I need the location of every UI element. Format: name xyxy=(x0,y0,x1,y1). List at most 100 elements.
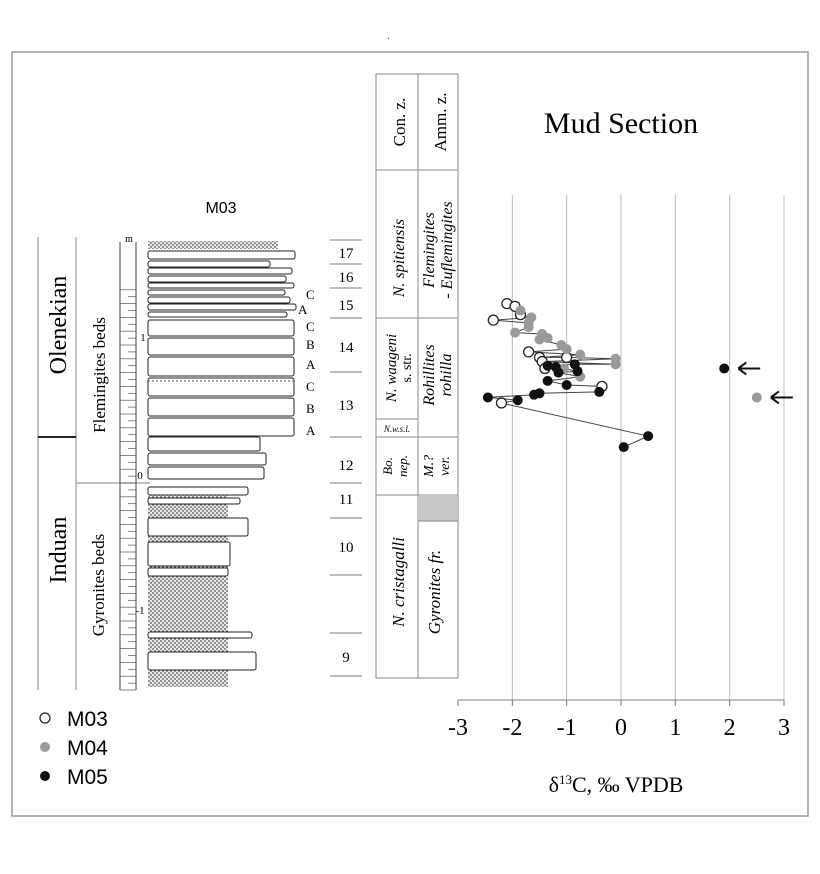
scale-label-minus1: -1 xyxy=(135,605,144,617)
stray-mark: · xyxy=(387,34,390,45)
x-axis-ticks: -3 -2 -1 0 1 2 3 xyxy=(448,700,790,741)
data-point-m05 xyxy=(542,375,553,386)
data-point-m05 xyxy=(542,360,553,371)
shale-interval-top xyxy=(148,241,278,249)
data-point-m04 xyxy=(534,334,545,345)
ammonoid-zone-euflemingites: - Euflemingites xyxy=(439,201,456,298)
limestone-bed xyxy=(147,275,287,283)
conodont-zone-waageni: N. waageni xyxy=(384,334,400,403)
conodont-zone-waageni-ss: s. str. xyxy=(400,353,415,382)
scale-ticks xyxy=(120,289,136,691)
column-title: M03 xyxy=(205,200,236,217)
data-point-m05 xyxy=(529,389,540,400)
limestone-bed xyxy=(147,337,295,356)
data-point-m05 xyxy=(553,367,564,378)
limestone-bed xyxy=(147,567,229,577)
data-point-m03 xyxy=(487,314,499,326)
ammonoid-zone-gyronites: Gyronites fr. xyxy=(425,550,444,634)
bed-letter: A xyxy=(306,357,316,372)
limestone-bed xyxy=(147,517,249,537)
bed-numbers: 17 16 15 14 13 12 11 10 9 xyxy=(330,239,362,677)
conodont-zone-nep: nep. xyxy=(395,455,410,477)
limestone-bed xyxy=(147,377,295,397)
bed-letter: A xyxy=(298,302,308,317)
data-point-m04 xyxy=(510,327,521,338)
legend-label-m05: M05 xyxy=(67,766,108,789)
legend-label-m04: M04 xyxy=(67,737,108,760)
bed-number: 16 xyxy=(339,270,355,286)
stratigraphy-columns: Olenekian Induan Flemingites beds Gyroni… xyxy=(37,237,150,690)
data-point-m04 xyxy=(575,349,586,360)
data-point-m05 xyxy=(618,442,629,453)
limestone-bed xyxy=(147,296,291,304)
x-tick-label: 0 xyxy=(615,715,627,741)
limestone-beds xyxy=(147,250,297,671)
bed-letter: C xyxy=(306,379,315,394)
x-tick-label: -2 xyxy=(502,715,522,741)
stage-induan: Induan xyxy=(46,517,72,584)
bed-number: 11 xyxy=(339,492,353,508)
out-of-range-arrows xyxy=(737,361,793,405)
conodont-zone-bo: Bo. xyxy=(380,457,395,475)
scale-label-1: 1 xyxy=(140,332,146,344)
ammonoid-zone-flemingites: Flemingites xyxy=(421,212,438,289)
legend-marker-m05 xyxy=(40,771,50,781)
figure-frame xyxy=(11,51,809,817)
bed-number: 12 xyxy=(339,458,354,474)
limestone-bed xyxy=(147,497,241,505)
limestone-bed xyxy=(147,282,295,289)
legend-marker-m04 xyxy=(40,742,50,752)
conodont-zone-cristagalli: N. cristagalli xyxy=(389,537,408,628)
bed-number: 13 xyxy=(339,398,354,414)
limestone-bed xyxy=(147,631,253,639)
limestone-bed xyxy=(147,356,295,377)
data-point-m03 xyxy=(495,397,508,409)
ammonoid-zone-rohilla: rohilla xyxy=(438,354,455,397)
outlier-arrow xyxy=(770,390,793,405)
x-tick-label: 3 xyxy=(778,715,790,741)
data-point-m04 xyxy=(523,322,534,333)
ammonoid-zone-rohillites: Rohillites xyxy=(421,344,438,406)
ammonoid-zone-ver: ver. xyxy=(438,456,453,476)
amm-zone-header: Amm. z. xyxy=(431,92,450,151)
legend-marker-m03 xyxy=(39,712,51,724)
bed-letters: C A C B A C B A xyxy=(298,287,316,438)
data-point-m04 xyxy=(542,333,553,344)
limestone-bed xyxy=(147,397,295,417)
bed-letter: C xyxy=(306,319,315,334)
data-point-m05 xyxy=(561,380,572,391)
bed-letter: C xyxy=(306,287,315,302)
limestone-bed xyxy=(147,289,286,296)
con-zone-header: Con. z. xyxy=(390,98,409,147)
scale-label-0: 0 xyxy=(137,470,143,482)
limestone-bed xyxy=(147,267,293,275)
x-tick-label: -1 xyxy=(557,715,577,741)
limestone-bed xyxy=(147,436,261,452)
x-tick-label: 2 xyxy=(724,715,736,741)
limestone-bed xyxy=(147,486,249,496)
data-point-m04 xyxy=(561,344,572,355)
bed-letter: B xyxy=(306,401,315,416)
chart-title: Mud Section xyxy=(544,107,698,140)
data-point-m04 xyxy=(751,392,762,403)
bed-number: 17 xyxy=(339,246,355,262)
x-tick-label: -3 xyxy=(448,715,468,741)
data-point-m04 xyxy=(610,359,621,370)
bed-number: 14 xyxy=(339,340,355,356)
limestone-bed xyxy=(147,651,257,671)
x-axis-label: δ13C, ‰ VPDB xyxy=(549,772,684,797)
data-point-m05 xyxy=(482,392,493,403)
legend: M03 M04 M05 xyxy=(39,708,108,789)
data-points xyxy=(482,297,762,453)
ammonoid-zone-m: M.? xyxy=(422,455,437,478)
limestone-bed xyxy=(147,452,267,466)
data-point-m04 xyxy=(515,305,526,316)
biozone-columns: Con. z. Amm. z. N. spitiensis N. waageni… xyxy=(375,73,459,679)
data-point-m03 xyxy=(522,346,535,358)
bed-number: 9 xyxy=(342,650,350,666)
legend-label-m03: M03 xyxy=(67,708,108,731)
bed-number: 10 xyxy=(339,540,354,556)
beds-gyronites: Gyronites beds xyxy=(89,534,108,636)
data-point-m05 xyxy=(719,363,730,374)
